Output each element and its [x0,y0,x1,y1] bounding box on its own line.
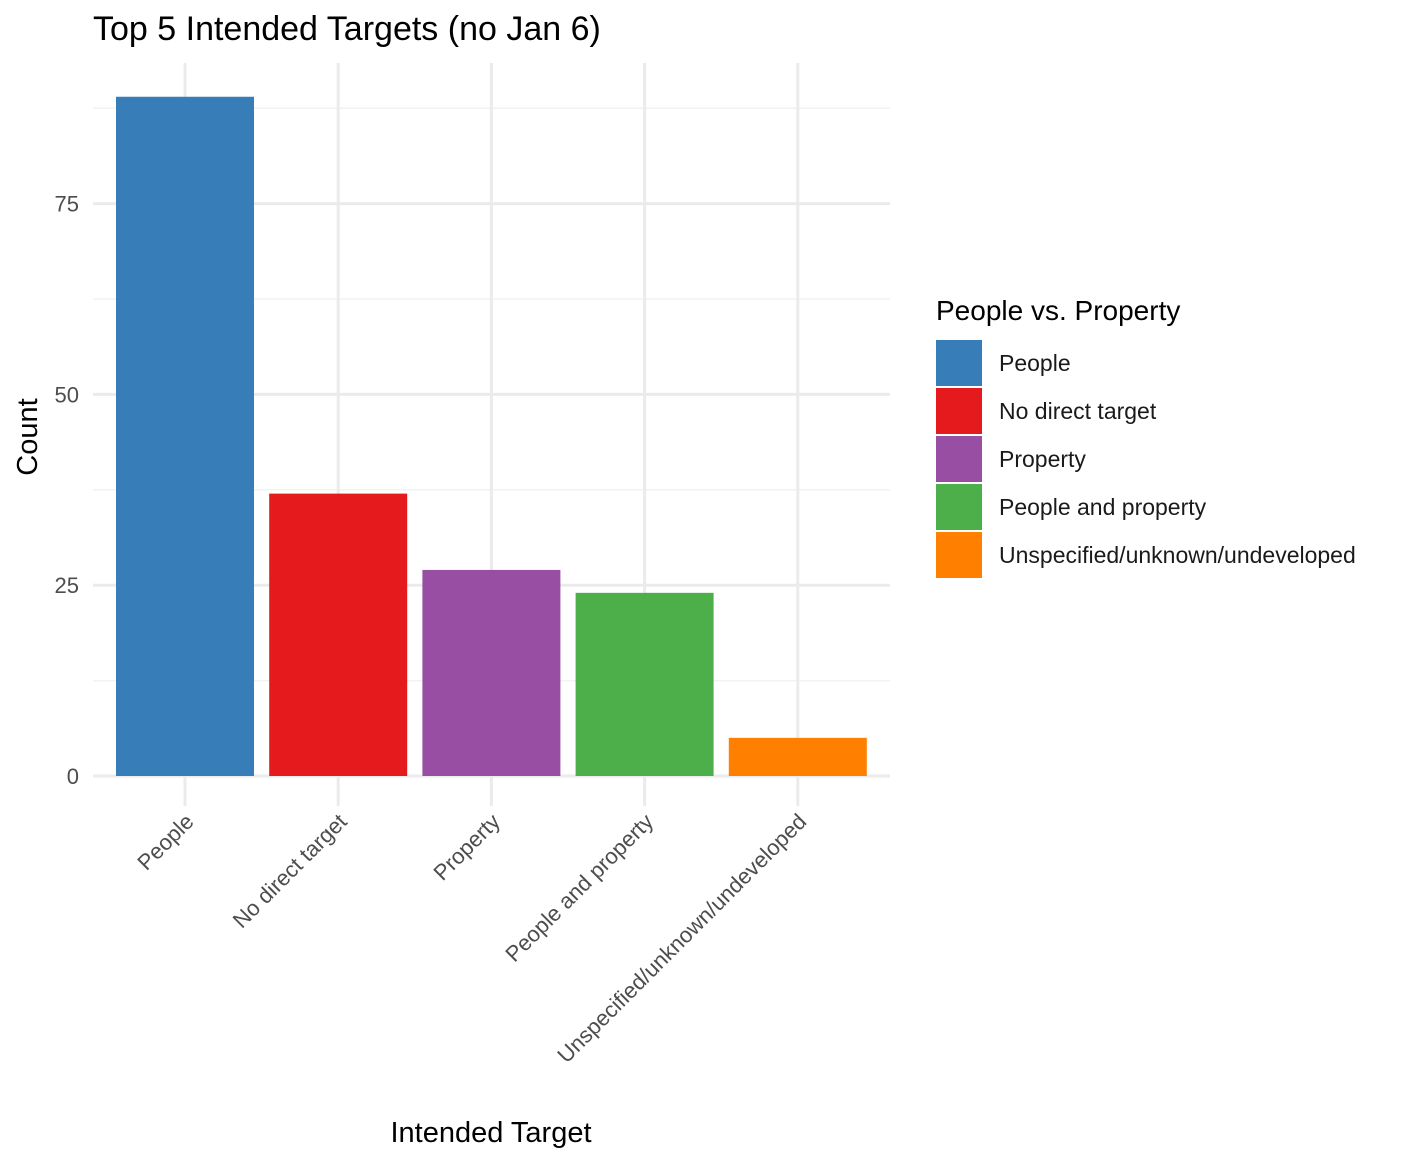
legend-key [936,436,982,482]
legend-label: People [999,350,1071,376]
legend-label: Property [999,446,1086,472]
bars [116,96,867,776]
y-axis-ticks: 0 25 50 75 [55,192,79,789]
y-tick-label: 25 [55,573,79,598]
bar-unspecified-unknown-undeveloped [728,737,867,776]
x-tick-label: People and property [500,809,658,967]
legend-key [936,532,982,578]
legend: People vs. Property People No direct targ… [936,295,1356,578]
legend-key [936,484,982,530]
y-axis-title: Count [12,398,44,475]
x-tick-label: No direct target [228,809,352,933]
x-tick-label: Unspecified/unknown/undeveloped [552,809,811,1068]
bar-people [116,96,254,776]
y-tick-label: 0 [67,764,79,789]
legend-label: People and property [999,494,1207,520]
x-tick-label: Property [428,809,504,885]
y-tick-label: 50 [55,382,79,407]
bar-people-and-property [575,592,714,776]
x-tick-label: People [132,809,198,875]
legend-title: People vs. Property [936,295,1180,326]
y-tick-label: 75 [55,192,79,217]
legend-label: Unspecified/unknown/undeveloped [999,542,1356,568]
legend-key [936,340,982,386]
bar-property [422,569,561,776]
x-axis-title: Intended Target [390,1117,591,1149]
legend-label: No direct target [999,398,1157,424]
bar-no-direct-target [269,493,408,776]
legend-key [936,388,982,434]
chart-title: Top 5 Intended Targets (no Jan 6) [93,10,601,48]
